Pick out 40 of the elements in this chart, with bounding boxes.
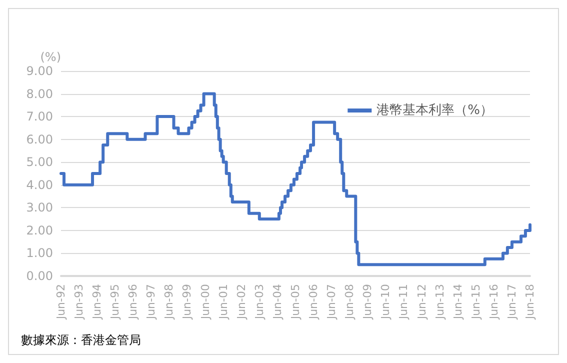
- x-tick-label: Jun-93: [72, 284, 86, 320]
- x-tick-label: Jun-95: [108, 284, 122, 320]
- y-tick-label: 8.00: [26, 86, 53, 101]
- x-tick-label: Jun-18: [524, 284, 536, 320]
- x-tick-label: Jun-94: [90, 284, 104, 320]
- y-tick-label: 1.00: [26, 246, 53, 260]
- x-tick-label: Jun-96: [126, 284, 140, 320]
- x-tick-label: Jun-14: [451, 284, 464, 320]
- x-tick-label: Jun-01: [216, 284, 230, 320]
- text: 數據來源：香港金管局: [21, 333, 141, 347]
- x-tick-label: Jun-08: [343, 284, 356, 320]
- x-tick-label: Jun-05: [289, 284, 302, 320]
- y-tick-label: 0.00: [26, 269, 53, 283]
- x-tick-label: Jun-13: [433, 284, 446, 320]
- y-tick-label: 6.00: [26, 132, 53, 146]
- x-tick-label: Jun-10: [379, 284, 392, 320]
- x-tick-label: Jun-07: [325, 284, 338, 320]
- x-tick-label: Jun-00: [198, 284, 212, 320]
- y-tick-label: 3.00: [26, 200, 53, 215]
- x-tick-label: Jun-98: [162, 284, 176, 320]
- x-tick-label: Jun-16: [487, 284, 500, 320]
- x-tick-label: Jun-03: [252, 284, 266, 320]
- x-tick-label: Jun-06: [307, 284, 320, 320]
- x-tick-label: Jun-11: [397, 284, 410, 320]
- x-tick-label: Jun-04: [270, 284, 284, 320]
- x-tick-label: Jun-09: [361, 284, 374, 320]
- x-tick-label: Jun-12: [415, 284, 428, 320]
- y-tick-label: 7.00: [26, 110, 53, 124]
- legend-label: 港幣基本利率（%）: [376, 102, 494, 118]
- x-tick-label: Jun-02: [234, 284, 248, 320]
- y-tick-label: 9.00: [26, 64, 53, 78]
- x-tick-label: Jun-97: [144, 284, 158, 320]
- x-tick-label: Jun-17: [505, 284, 518, 320]
- y-tick-label: 5.00: [26, 155, 53, 170]
- x-tick-label: Jun-99: [180, 284, 194, 320]
- y-tick-label: 2.00: [26, 223, 53, 238]
- y-axis-title: (%): [40, 50, 61, 64]
- y-tick-label: 4.00: [26, 178, 53, 192]
- x-tick-label: Jun-15: [469, 284, 482, 320]
- x-tick-label: Jun-92: [54, 284, 68, 320]
